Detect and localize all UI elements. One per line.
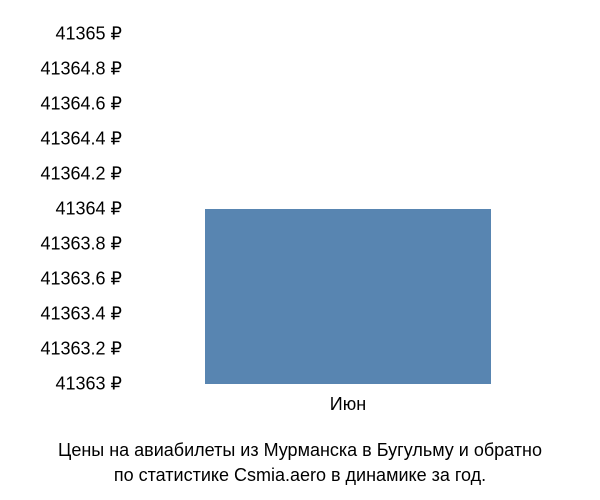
y-tick-label: 41364.4 ₽ [40,129,122,150]
y-tick-label: 41363.4 ₽ [40,304,122,325]
y-tick-label: 41364.6 ₽ [40,94,122,115]
chart-caption-line1: Цены на авиабилеты из Мурманска в Бугуль… [0,438,600,463]
y-tick-label: 41363.2 ₽ [40,339,122,360]
price-chart: 41365 ₽ 41364.8 ₽ 41364.6 ₽ 41364.4 ₽ 41… [0,0,600,500]
y-tick-label: 41364.8 ₽ [40,59,122,80]
x-tick-label: Июн [330,394,366,415]
y-tick-label: 41363.8 ₽ [40,234,122,255]
plot-area: Июн [128,34,568,384]
y-tick-label: 41364 ₽ [55,199,122,220]
chart-caption-line2: по статистике Csmia.aero в динамике за г… [0,463,600,488]
y-axis: 41365 ₽ 41364.8 ₽ 41364.6 ₽ 41364.4 ₽ 41… [0,34,122,384]
y-tick-label: 41363.6 ₽ [40,269,122,290]
y-tick-label: 41363 ₽ [55,374,122,395]
y-tick-label: 41364.2 ₽ [40,164,122,185]
bar-june [205,209,491,384]
y-tick-label: 41365 ₽ [55,24,122,45]
